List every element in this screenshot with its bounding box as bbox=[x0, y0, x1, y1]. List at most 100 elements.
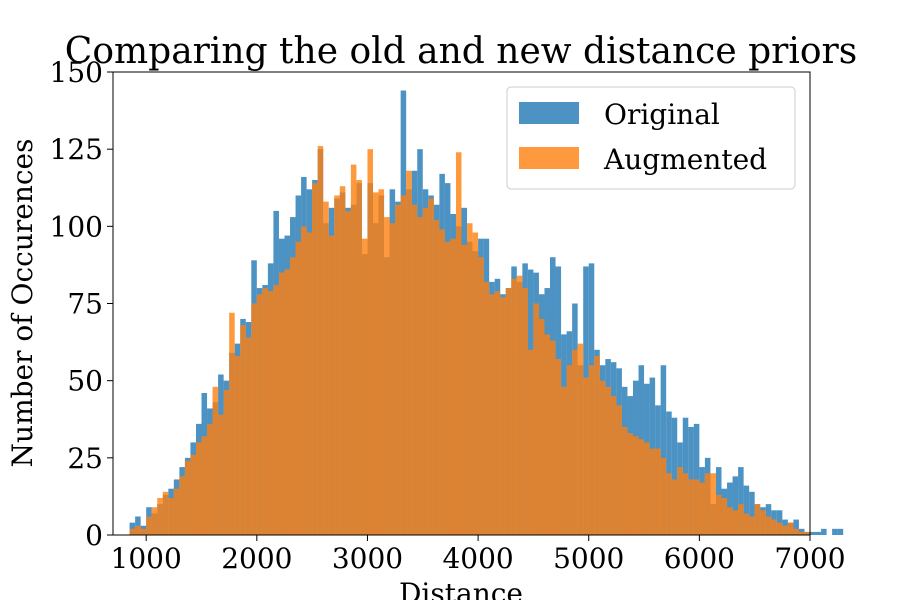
bar-augmented bbox=[704, 473, 711, 535]
bar-augmented bbox=[500, 297, 506, 535]
x-tick-label: 4000 bbox=[442, 542, 513, 575]
bar-augmented bbox=[345, 210, 351, 535]
legend-swatch-augmented bbox=[519, 147, 579, 169]
bar-augmented bbox=[361, 238, 368, 535]
bar-augmented bbox=[478, 257, 484, 535]
y-tick-label: 100 bbox=[50, 210, 103, 243]
bar-augmented bbox=[699, 482, 705, 535]
bar-augmented bbox=[400, 195, 407, 535]
bar-augmented bbox=[682, 473, 689, 535]
bar-augmented bbox=[422, 207, 429, 535]
bar-augmented bbox=[162, 491, 169, 535]
bar-augmented bbox=[550, 340, 556, 535]
legend-label-augmented: Augmented bbox=[603, 143, 767, 176]
bar-augmented bbox=[804, 531, 810, 535]
x-tick-label: 1000 bbox=[111, 542, 182, 575]
bar-augmented bbox=[693, 479, 700, 535]
bar-augmented bbox=[395, 204, 401, 535]
bar-augmented bbox=[207, 423, 213, 535]
bar-augmented bbox=[201, 436, 208, 535]
bar-augmented bbox=[157, 497, 163, 535]
bar-augmented bbox=[356, 180, 362, 536]
bar-augmented bbox=[649, 448, 656, 535]
bar-augmented bbox=[173, 488, 180, 535]
bar-augmented bbox=[599, 380, 606, 535]
bar-augmented bbox=[749, 516, 755, 535]
bar-augmented bbox=[655, 448, 661, 535]
y-tick-label: 50 bbox=[67, 365, 103, 398]
bar-augmented bbox=[389, 223, 396, 535]
bar-augmented bbox=[179, 476, 185, 535]
bar-augmented bbox=[516, 275, 523, 535]
bar-augmented bbox=[666, 473, 672, 535]
bar-augmented bbox=[433, 220, 440, 535]
bar-original bbox=[810, 531, 816, 535]
bar-augmented bbox=[129, 528, 136, 535]
series-augmented bbox=[129, 146, 810, 536]
bar-augmented bbox=[727, 507, 733, 535]
x-axis-label: Distance bbox=[399, 577, 523, 600]
bar-augmented bbox=[754, 504, 761, 535]
bar-augmented bbox=[323, 201, 329, 535]
histogram-bars bbox=[129, 90, 844, 536]
bar-augmented bbox=[760, 510, 766, 535]
legend: Original Augmented bbox=[506, 86, 796, 190]
bar-augmented bbox=[240, 325, 246, 535]
bar-augmented bbox=[428, 198, 434, 535]
bar-augmented bbox=[334, 195, 340, 535]
y-axis-label: Number of Occurences bbox=[6, 139, 39, 468]
legend-swatch-original bbox=[519, 102, 579, 124]
x-tick-label: 6000 bbox=[664, 542, 735, 575]
bar-augmented bbox=[605, 386, 611, 535]
bar-augmented bbox=[494, 291, 501, 535]
y-axis-ticks: 0 25 50 75 100 125 150 bbox=[50, 56, 113, 552]
bar-augmented bbox=[671, 479, 678, 535]
bar-augmented bbox=[561, 386, 567, 535]
bar-original bbox=[743, 485, 750, 535]
bar-augmented bbox=[151, 507, 158, 535]
bar-augmented bbox=[251, 303, 257, 535]
bar-augmented bbox=[295, 241, 302, 535]
bar-augmented bbox=[461, 244, 468, 535]
bar-augmented bbox=[616, 405, 622, 535]
bar-augmented bbox=[621, 426, 628, 535]
bar-original bbox=[837, 528, 844, 535]
bar-augmented bbox=[229, 312, 235, 535]
bar-augmented bbox=[256, 294, 263, 535]
bar-original bbox=[821, 528, 827, 535]
x-tick-label: 3000 bbox=[332, 542, 403, 575]
bar-augmented bbox=[677, 467, 683, 535]
bar-augmented bbox=[190, 454, 196, 535]
bar-augmented bbox=[290, 257, 296, 535]
bar-augmented bbox=[262, 288, 268, 535]
bar-original bbox=[815, 531, 822, 535]
bar-augmented bbox=[572, 349, 578, 535]
bar-original bbox=[732, 476, 739, 535]
bar-augmented bbox=[638, 439, 645, 535]
bar-augmented bbox=[588, 365, 595, 535]
bar-augmented bbox=[555, 359, 562, 535]
bar-augmented bbox=[184, 460, 191, 535]
bar-augmented bbox=[384, 217, 390, 535]
bar-augmented bbox=[738, 504, 744, 535]
bar-augmented bbox=[710, 473, 716, 535]
bar-augmented bbox=[533, 303, 539, 535]
bar-augmented bbox=[339, 186, 346, 535]
bar-augmented bbox=[566, 365, 573, 535]
bar-augmented bbox=[223, 389, 230, 535]
bar-augmented bbox=[284, 269, 291, 535]
bar-augmented bbox=[450, 238, 456, 535]
bar-augmented bbox=[715, 494, 722, 535]
x-tick-label: 7000 bbox=[774, 542, 845, 575]
bar-augmented bbox=[444, 241, 451, 535]
bar-augmented bbox=[505, 288, 512, 535]
y-tick-label: 25 bbox=[67, 442, 103, 475]
bar-augmented bbox=[234, 355, 241, 535]
chart-title: Comparing the old and new distance prior… bbox=[65, 31, 857, 72]
bar-augmented bbox=[168, 497, 174, 535]
bar-augmented bbox=[793, 528, 799, 535]
bar-augmented bbox=[644, 442, 650, 535]
bar-augmented bbox=[787, 522, 794, 535]
bar-augmented bbox=[278, 272, 285, 535]
bar-augmented bbox=[372, 192, 379, 535]
